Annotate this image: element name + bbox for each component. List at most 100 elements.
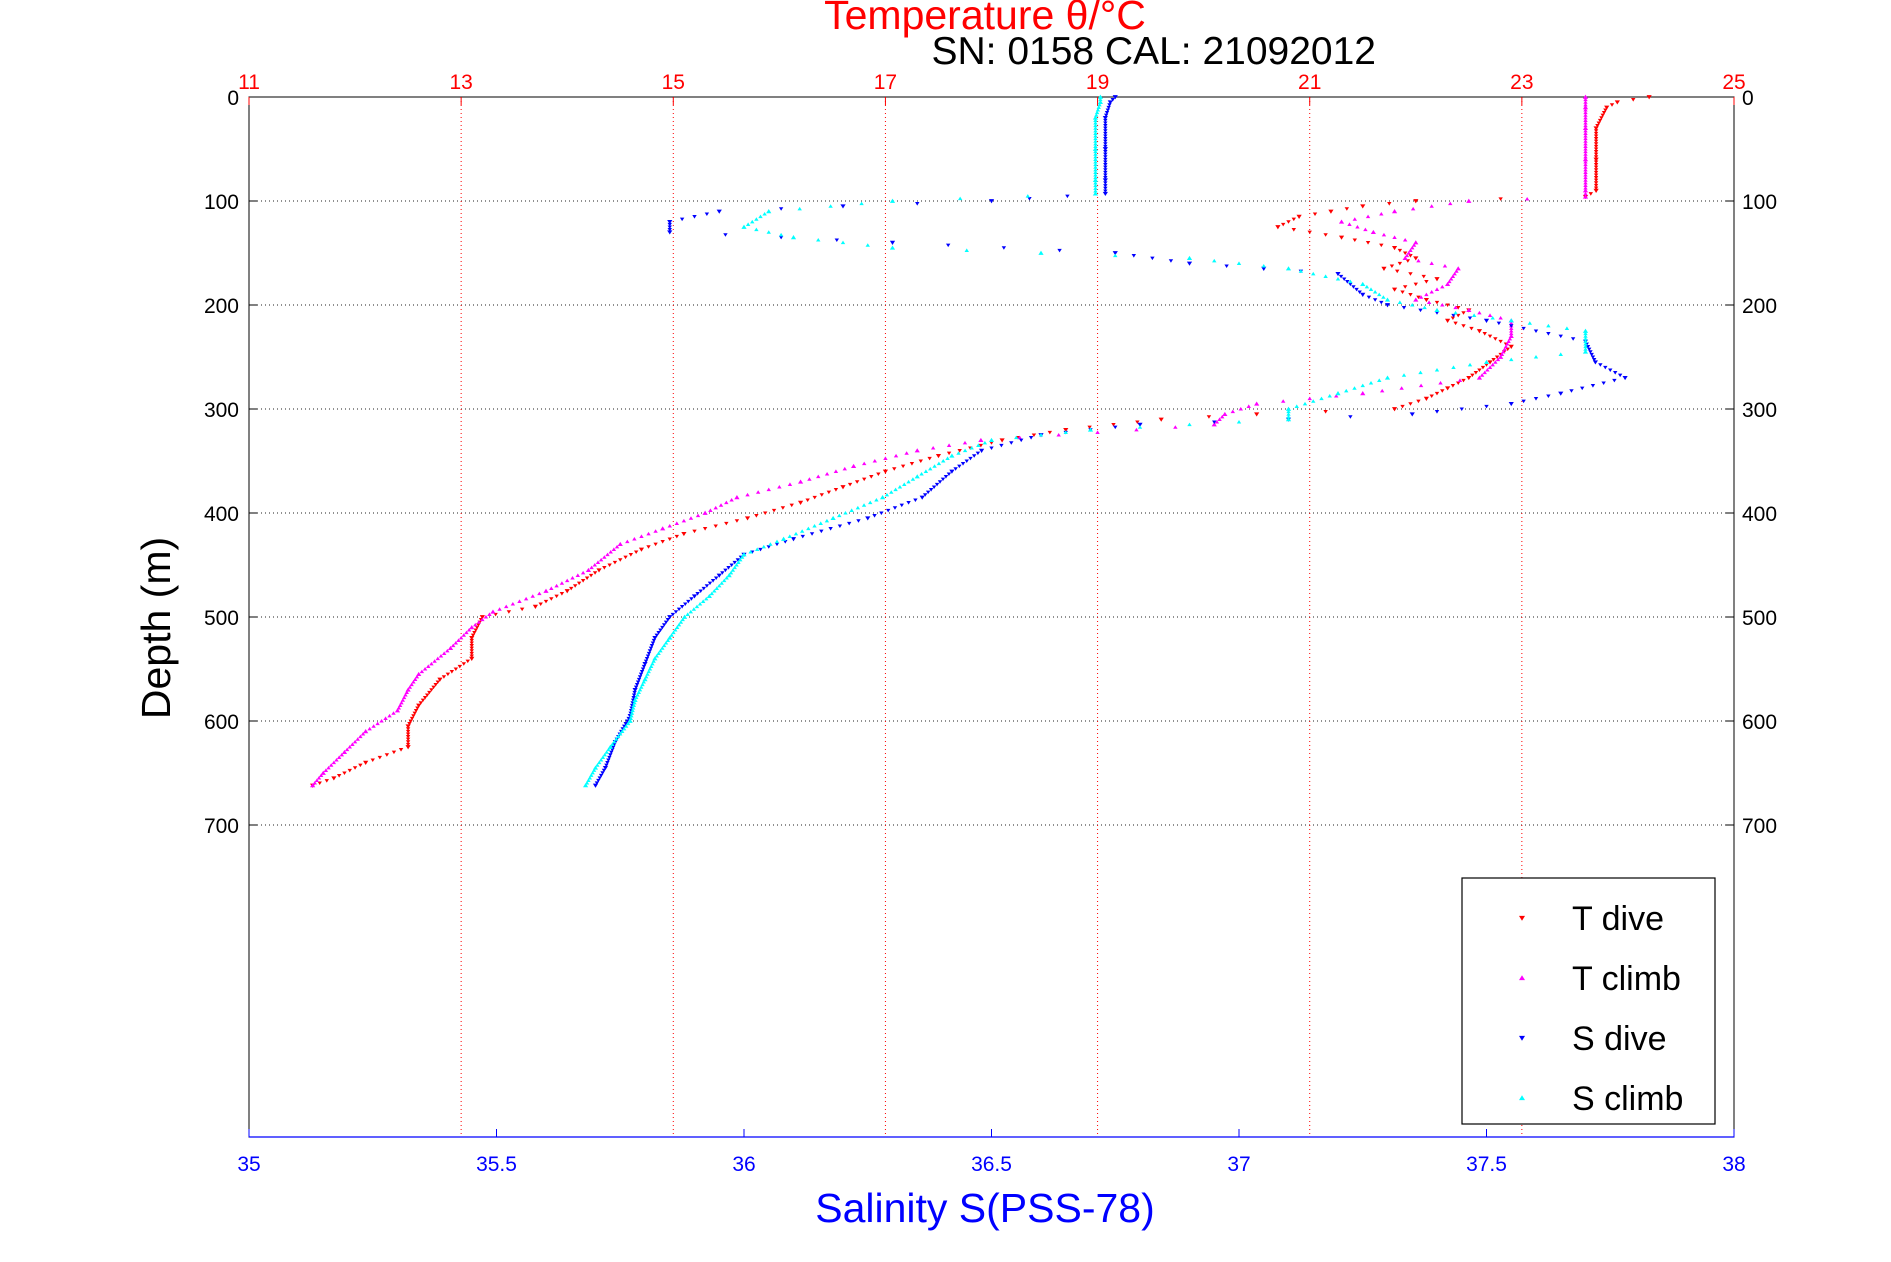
legend-label: T dive (1572, 900, 1664, 938)
data-point (1364, 284, 1370, 289)
data-point (1093, 157, 1098, 161)
data-point (1413, 297, 1419, 302)
data-point (632, 537, 637, 541)
data-point (656, 631, 661, 635)
data-point (1017, 435, 1022, 440)
data-point (1582, 194, 1589, 199)
data-point (660, 646, 665, 650)
data-point (469, 635, 475, 641)
data-point (405, 742, 411, 747)
data-point (1509, 326, 1514, 330)
data-point (1327, 394, 1332, 398)
data-point (1334, 394, 1339, 398)
data-point (1429, 394, 1434, 398)
data-point (1338, 219, 1345, 224)
axes-layer: 0 0 100 100 200 200 300 300 400 400 500 500 600 600 70… (204, 71, 1777, 1176)
data-point (1285, 417, 1292, 422)
data-point (1395, 269, 1400, 274)
data-point (1391, 209, 1398, 214)
data-point (623, 724, 629, 728)
data-point (405, 745, 411, 750)
data-point (632, 700, 637, 705)
data-point (347, 768, 352, 773)
data-point (614, 544, 620, 549)
data-point (1524, 196, 1530, 201)
data-point (1455, 266, 1461, 271)
data-point (1094, 113, 1099, 117)
data-point (1509, 321, 1514, 325)
data-point (647, 649, 653, 653)
data-point (1493, 360, 1498, 364)
data-point (1103, 181, 1108, 185)
data-point (1104, 111, 1110, 115)
data-point (880, 495, 886, 500)
data-point (862, 477, 867, 482)
data-point (1617, 373, 1623, 378)
data-point (1593, 139, 1599, 144)
data-point (370, 758, 375, 762)
data-point (1354, 287, 1359, 292)
data-point (1391, 245, 1398, 251)
data-point (1587, 347, 1592, 352)
data-point (1384, 375, 1391, 380)
data-point (1597, 118, 1603, 123)
data-point (953, 467, 958, 471)
x-bottom-tick-label: 38 (1722, 1153, 1745, 1176)
data-point (611, 547, 617, 551)
data-point (595, 560, 601, 564)
data-point (1173, 425, 1178, 429)
series-t-climb (310, 94, 1589, 788)
data-point (713, 524, 718, 528)
data-point (1408, 254, 1413, 258)
data-point (1418, 383, 1424, 388)
data-point (1093, 154, 1098, 159)
data-point (869, 475, 874, 479)
data-point (1102, 115, 1108, 121)
data-point (1093, 149, 1098, 154)
data-point (427, 690, 432, 695)
data-point (1093, 180, 1098, 185)
data-point (766, 487, 771, 492)
data-point (763, 511, 768, 515)
data-point (336, 755, 342, 759)
data-point (1328, 209, 1334, 214)
data-point (874, 498, 879, 502)
data-point (537, 591, 542, 596)
data-point (461, 662, 466, 666)
data-point (724, 576, 729, 580)
data-point (1410, 245, 1415, 250)
data-point (1344, 207, 1350, 211)
data-point (1261, 264, 1266, 268)
data-point (1103, 184, 1108, 188)
data-point (458, 635, 464, 640)
data-point (1212, 420, 1217, 424)
data-point (679, 605, 685, 609)
legend-label: T climb (1572, 960, 1681, 998)
data-point (384, 753, 390, 757)
data-point (1570, 337, 1576, 341)
data-point (734, 563, 739, 567)
data-point (469, 646, 474, 651)
data-point (653, 542, 658, 547)
data-point (828, 204, 833, 208)
data-point (1609, 103, 1615, 107)
x-top-tick-label: 17 (874, 71, 897, 94)
data-point (453, 641, 459, 645)
data-point (1506, 339, 1511, 343)
data-point (885, 508, 891, 513)
data-point (1477, 368, 1482, 372)
data-point (405, 737, 411, 742)
data-point (646, 669, 651, 674)
data-point (1456, 306, 1461, 310)
data-point (1400, 404, 1405, 409)
data-point (729, 563, 734, 567)
data-point (962, 440, 968, 445)
data-point (1429, 290, 1434, 294)
data-point (1593, 152, 1599, 157)
data-point (774, 542, 780, 547)
data-point (323, 768, 329, 772)
data-point (637, 687, 643, 692)
data-point (1601, 111, 1607, 115)
data-point (1103, 113, 1109, 118)
data-point (1093, 141, 1098, 146)
